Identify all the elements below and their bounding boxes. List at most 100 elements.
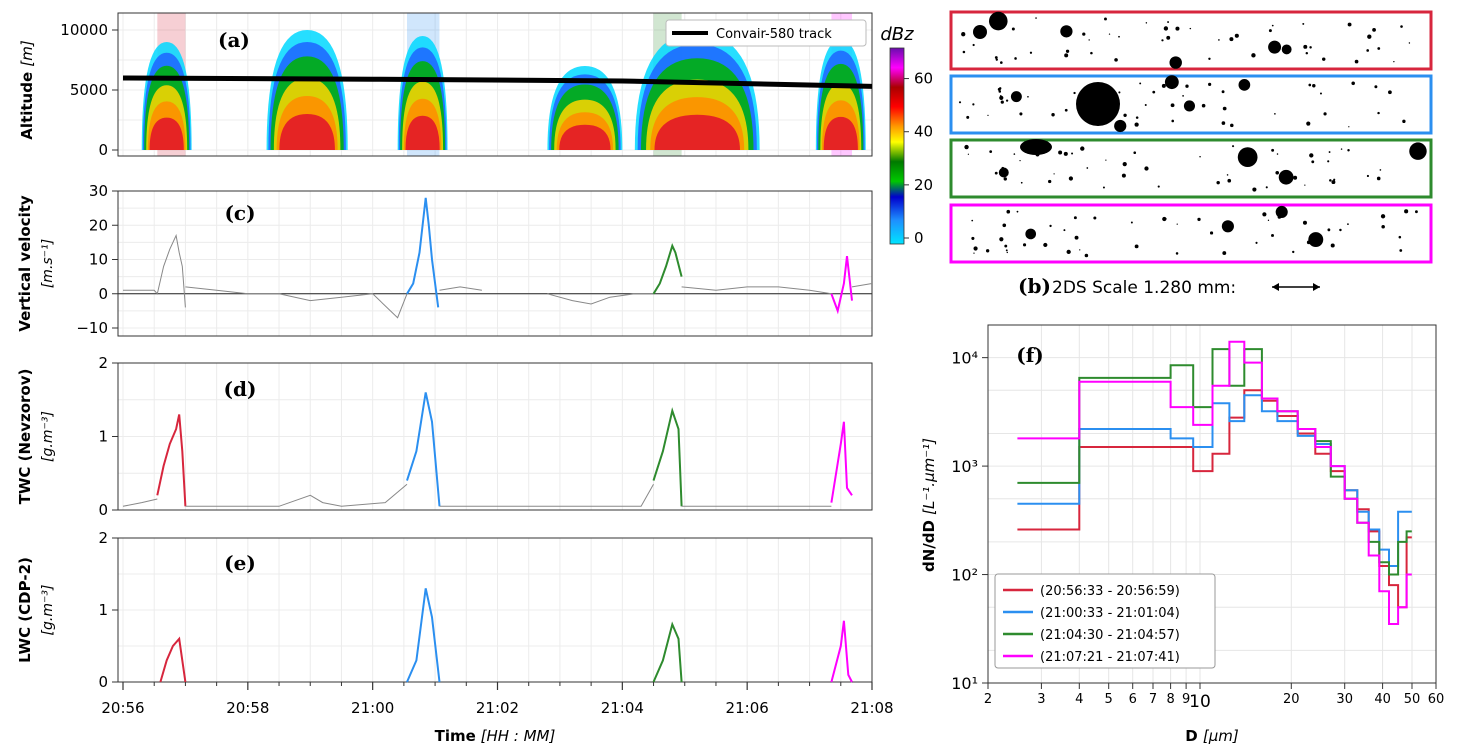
particle bbox=[1102, 186, 1105, 189]
particle bbox=[1020, 139, 1052, 155]
panel-f-xlabel: D [μm] bbox=[1185, 727, 1239, 745]
particle-image-strips bbox=[949, 10, 1433, 264]
particle bbox=[989, 150, 993, 153]
particle bbox=[1404, 209, 1409, 214]
particle bbox=[1201, 103, 1206, 108]
panel-ylabel: TWC (Nevzorov) bbox=[16, 369, 34, 505]
colorbar-tick-label: 60 bbox=[914, 70, 933, 88]
xtick-label: 30 bbox=[1336, 692, 1353, 707]
particle bbox=[1022, 243, 1027, 247]
ytick-label: 30 bbox=[89, 182, 108, 200]
particle bbox=[1292, 250, 1295, 254]
particle bbox=[961, 32, 966, 37]
panel-yunits: [g.m⁻³] bbox=[40, 411, 56, 462]
series-line bbox=[156, 414, 187, 507]
series-line bbox=[185, 286, 408, 319]
particle bbox=[994, 56, 998, 59]
particle bbox=[1171, 119, 1175, 123]
particle bbox=[1276, 153, 1279, 155]
particle bbox=[1222, 251, 1227, 255]
panel-a-yticks: 0 5000 10000 bbox=[60, 21, 118, 159]
particle bbox=[1275, 170, 1280, 175]
particle bbox=[1226, 174, 1229, 176]
radar-echo bbox=[149, 117, 184, 150]
particle bbox=[1169, 56, 1182, 69]
particle bbox=[1402, 119, 1406, 124]
series-line bbox=[830, 620, 853, 683]
particle bbox=[1199, 155, 1201, 158]
particle-strip bbox=[949, 203, 1433, 264]
particle bbox=[1329, 179, 1332, 182]
particle bbox=[1166, 35, 1171, 40]
time-axis-label: Time [HH : MM] bbox=[435, 727, 556, 745]
particle bbox=[998, 167, 1009, 178]
particle bbox=[1311, 160, 1315, 164]
particle bbox=[1118, 91, 1121, 94]
particle bbox=[1275, 205, 1288, 219]
particle bbox=[1176, 223, 1178, 225]
series-line bbox=[830, 421, 853, 503]
xtick-label: 3 bbox=[1037, 692, 1045, 707]
series-line bbox=[681, 286, 832, 295]
xtick-label: 10 bbox=[1189, 692, 1211, 712]
particle bbox=[1121, 173, 1126, 178]
particle bbox=[1060, 25, 1073, 38]
panel-yunits: [g.m⁻³] bbox=[40, 585, 56, 636]
particle bbox=[1302, 220, 1307, 225]
particle bbox=[1065, 49, 1070, 53]
ytick-label: 1 bbox=[98, 601, 108, 619]
particle bbox=[1221, 90, 1225, 94]
ytick-label: 2 bbox=[98, 354, 108, 372]
particle bbox=[1123, 113, 1127, 117]
particle bbox=[972, 103, 975, 106]
ytick-label: 10³ bbox=[951, 457, 978, 476]
particle bbox=[1308, 232, 1324, 248]
series-line bbox=[159, 636, 187, 683]
particle bbox=[1267, 219, 1270, 222]
particle bbox=[998, 90, 1002, 93]
particle bbox=[1006, 251, 1008, 254]
particle bbox=[1122, 162, 1127, 167]
ytick-label: 20 bbox=[89, 216, 108, 234]
particle bbox=[1074, 235, 1079, 240]
particle bbox=[1415, 210, 1418, 214]
panel-b: (b) 2DS Scale 1.280 mm: bbox=[949, 10, 1433, 298]
particle bbox=[1347, 223, 1349, 226]
xlabel-units: [μm] bbox=[1203, 727, 1239, 745]
panel-letter: (f) bbox=[1016, 343, 1044, 367]
radar-echo bbox=[279, 114, 335, 150]
particle bbox=[1130, 221, 1133, 224]
particle bbox=[1175, 26, 1180, 31]
particle bbox=[1152, 90, 1156, 94]
particle bbox=[1049, 224, 1052, 228]
particle bbox=[1388, 90, 1392, 95]
particle bbox=[964, 144, 969, 150]
particle bbox=[1135, 116, 1139, 119]
particle bbox=[1309, 153, 1314, 158]
particle bbox=[1005, 249, 1008, 252]
particle bbox=[1306, 240, 1311, 245]
particle bbox=[1354, 59, 1359, 64]
ytick-label: 10¹ bbox=[951, 674, 978, 693]
legend-label-track: Convair-580 track bbox=[716, 27, 832, 42]
particle bbox=[1005, 99, 1009, 102]
panel-letter: (c) bbox=[224, 201, 255, 225]
ytick-label: 5000 bbox=[70, 81, 108, 99]
particle bbox=[1209, 231, 1214, 235]
ytick-label: 0 bbox=[98, 673, 108, 691]
particle bbox=[1162, 216, 1167, 222]
particle bbox=[1093, 216, 1097, 220]
particle bbox=[1080, 146, 1085, 151]
panel-letter: (d) bbox=[224, 377, 257, 401]
xtick-label: 9 bbox=[1182, 692, 1190, 707]
particle bbox=[1327, 160, 1330, 163]
series-line bbox=[830, 255, 853, 315]
particle bbox=[1084, 253, 1089, 258]
particle bbox=[1071, 152, 1074, 155]
legend-label: (21:04:30 - 21:04:57) bbox=[1040, 628, 1180, 643]
xtick-label: 21:08 bbox=[850, 699, 893, 717]
particle bbox=[973, 252, 975, 254]
ytick-label: 1 bbox=[98, 428, 108, 446]
ytick-label: 10⁴ bbox=[951, 349, 978, 368]
